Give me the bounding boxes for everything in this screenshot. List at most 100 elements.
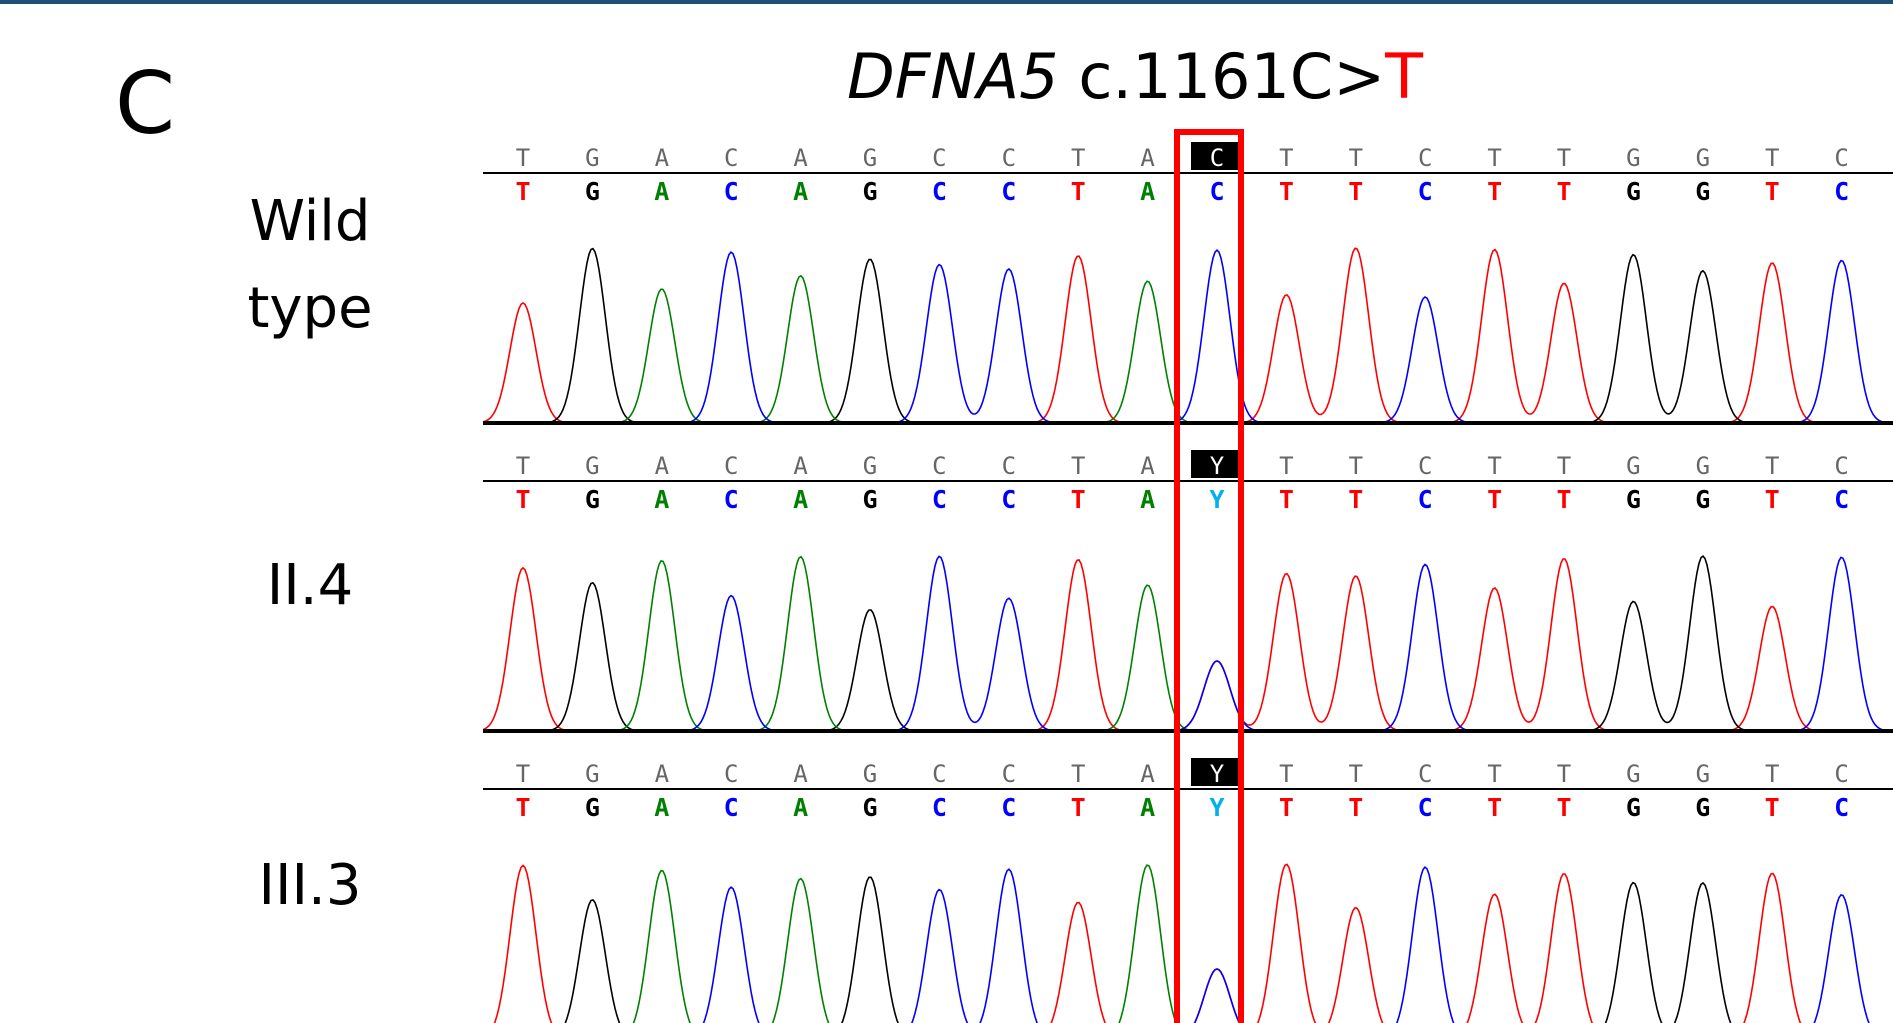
- base-call: C: [1834, 793, 1849, 822]
- reference-base: C: [1210, 144, 1224, 172]
- base-call: A: [1140, 793, 1155, 822]
- base-call: Y: [1209, 485, 1224, 514]
- reference-base: G: [1626, 144, 1640, 172]
- base-call: T: [1071, 793, 1086, 822]
- row-label: Wild: [250, 189, 371, 254]
- base-call: G: [1695, 485, 1710, 514]
- base-call: A: [793, 485, 808, 514]
- base-call: T: [1348, 485, 1363, 514]
- reference-base: T: [1279, 144, 1293, 172]
- base-call: T: [1487, 485, 1502, 514]
- base-call: A: [654, 485, 669, 514]
- base-call: T: [1556, 177, 1571, 206]
- reference-base: C: [724, 760, 738, 788]
- figure: C DFNA5 c.1161C>T WildtypeTTGGAACCAAGGCC…: [0, 0, 1893, 1023]
- reference-base: C: [724, 144, 738, 172]
- base-call: C: [724, 793, 739, 822]
- base-call: Y: [1209, 793, 1224, 822]
- reference-base: G: [1626, 452, 1640, 480]
- reference-base: C: [1418, 452, 1432, 480]
- base-call: G: [1695, 177, 1710, 206]
- reference-base: A: [793, 144, 808, 172]
- title: DFNA5 c.1161C>T: [847, 40, 1424, 113]
- base-call: G: [862, 485, 877, 514]
- base-call: T: [1765, 485, 1780, 514]
- row-label: II.4: [267, 553, 353, 618]
- reference-base: G: [1696, 144, 1710, 172]
- base-call: T: [1348, 177, 1363, 206]
- reference-base: A: [793, 452, 808, 480]
- base-call: T: [1556, 793, 1571, 822]
- reference-base: T: [1557, 144, 1571, 172]
- base-call: T: [1279, 793, 1294, 822]
- base-call: C: [1418, 793, 1433, 822]
- base-call: T: [515, 177, 530, 206]
- reference-base: T: [1071, 144, 1085, 172]
- base-call: C: [1209, 177, 1224, 206]
- reference-base: C: [1002, 452, 1016, 480]
- base-call: C: [1001, 485, 1016, 514]
- reference-base: C: [1002, 144, 1016, 172]
- base-call: T: [1348, 793, 1363, 822]
- base-call: T: [515, 485, 530, 514]
- variant: c.1161C>: [1059, 40, 1386, 113]
- reference-base: T: [1557, 452, 1571, 480]
- reference-base: T: [1349, 144, 1363, 172]
- base-call: G: [585, 485, 600, 514]
- base-call: C: [1001, 177, 1016, 206]
- reference-base: C: [932, 760, 946, 788]
- reference-base: T: [1487, 760, 1501, 788]
- base-call: T: [1765, 177, 1780, 206]
- reference-base: G: [1696, 452, 1710, 480]
- base-call: T: [1487, 177, 1502, 206]
- reference-base: T: [1349, 760, 1363, 788]
- reference-base: C: [1418, 144, 1432, 172]
- alt-base: T: [1384, 40, 1424, 113]
- reference-base: G: [585, 452, 599, 480]
- gene-name: DFNA5: [847, 40, 1059, 113]
- reference-base: T: [516, 144, 530, 172]
- reference-base: G: [1626, 760, 1640, 788]
- reference-base: T: [1765, 144, 1779, 172]
- reference-base: A: [1140, 452, 1155, 480]
- base-call: T: [1556, 485, 1571, 514]
- base-call: A: [793, 177, 808, 206]
- base-call: G: [862, 177, 877, 206]
- reference-base: T: [1765, 760, 1779, 788]
- base-call: T: [1279, 177, 1294, 206]
- reference-base: T: [1071, 760, 1085, 788]
- reference-base: T: [1487, 452, 1501, 480]
- reference-base: T: [516, 760, 530, 788]
- base-call: C: [1001, 793, 1016, 822]
- base-call: A: [1140, 177, 1155, 206]
- top-rule: [0, 0, 1893, 4]
- reference-base: C: [932, 144, 946, 172]
- reference-base: T: [1349, 452, 1363, 480]
- reference-base: Y: [1210, 760, 1225, 788]
- reference-base: T: [1071, 452, 1085, 480]
- reference-base: C: [1002, 760, 1016, 788]
- reference-base: T: [1279, 760, 1293, 788]
- base-call: T: [1071, 485, 1086, 514]
- reference-base: T: [1279, 452, 1293, 480]
- base-call: C: [1834, 485, 1849, 514]
- base-call: G: [585, 793, 600, 822]
- base-call: G: [1626, 793, 1641, 822]
- base-call: T: [515, 793, 530, 822]
- reference-base: C: [1834, 760, 1848, 788]
- base-call: A: [1140, 485, 1155, 514]
- reference-base: C: [1418, 760, 1432, 788]
- reference-base: A: [655, 760, 670, 788]
- reference-base: A: [655, 144, 670, 172]
- base-call: T: [1765, 793, 1780, 822]
- base-call: G: [1626, 177, 1641, 206]
- reference-base: C: [724, 452, 738, 480]
- reference-base: G: [863, 760, 877, 788]
- reference-base: T: [1765, 452, 1779, 480]
- reference-base: T: [1487, 144, 1501, 172]
- reference-base: C: [932, 452, 946, 480]
- base-call: A: [654, 177, 669, 206]
- reference-base: A: [655, 452, 670, 480]
- base-call: C: [724, 485, 739, 514]
- base-call: T: [1071, 177, 1086, 206]
